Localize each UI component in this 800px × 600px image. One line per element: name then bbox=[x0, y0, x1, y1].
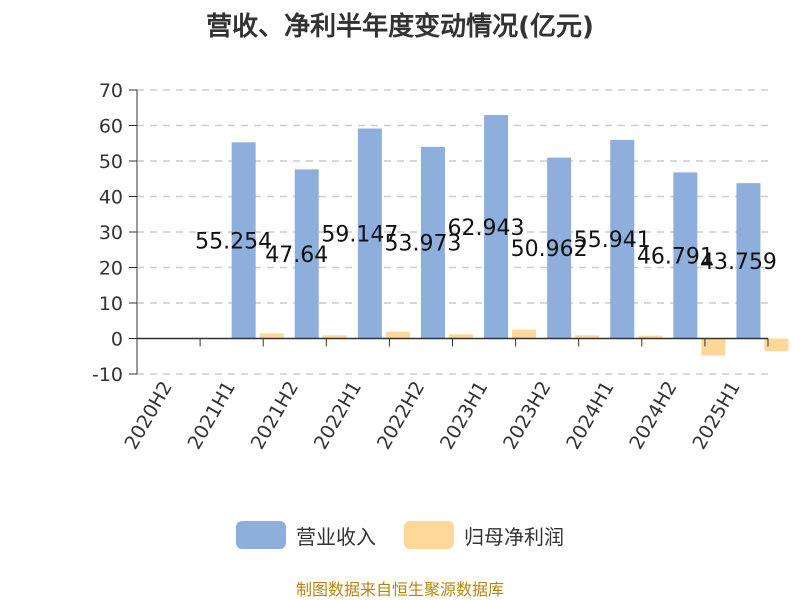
legend-swatch-net-profit bbox=[404, 521, 454, 549]
y-tick-label: 10 bbox=[99, 293, 123, 315]
chart-title: 营收、净利半年度变动情况(亿元) bbox=[206, 12, 594, 42]
revenue-data-label: 53.973 bbox=[384, 232, 461, 257]
revenue-bar bbox=[484, 115, 509, 339]
x-tick-label: 2021H2 bbox=[247, 378, 303, 454]
revenue-bar bbox=[610, 139, 635, 339]
net-profit-bar bbox=[764, 338, 789, 352]
net-profit-bar bbox=[575, 335, 600, 339]
y-tick-label: 0 bbox=[111, 329, 123, 351]
net-profit-bar bbox=[448, 334, 473, 339]
revenue-data-label: 55.941 bbox=[574, 228, 651, 253]
legend-label-net-profit: 归母净利润 bbox=[464, 524, 564, 549]
revenue-bar bbox=[673, 172, 698, 339]
source-note: 制图数据来自恒生聚源数据库 bbox=[295, 580, 504, 599]
x-tick-label: 2021H1 bbox=[184, 378, 240, 454]
revenue-bar bbox=[231, 142, 256, 339]
revenue-data-label: 62.943 bbox=[448, 216, 525, 241]
net-profit-bar bbox=[259, 333, 284, 339]
y-tick-label: 30 bbox=[99, 222, 123, 244]
legend-swatch-revenue bbox=[236, 521, 286, 549]
revenue-bar bbox=[357, 128, 382, 339]
y-tick-label: -10 bbox=[92, 364, 123, 386]
x-tick-label: 2023H1 bbox=[436, 378, 492, 454]
x-tick-label: 2022H2 bbox=[373, 378, 429, 454]
revenue-bar bbox=[736, 183, 761, 339]
x-tick-label: 2022H1 bbox=[310, 378, 366, 454]
net-profit-bar bbox=[385, 331, 410, 339]
legend: 营业收入 归母净利润 bbox=[0, 518, 800, 552]
x-tick-label: 2023H2 bbox=[499, 378, 555, 454]
revenue-data-label: 47.64 bbox=[265, 243, 328, 268]
bars bbox=[231, 115, 789, 356]
legend-label-revenue: 营业收入 bbox=[296, 524, 376, 549]
revenue-bar bbox=[547, 157, 572, 339]
y-tick-label: 50 bbox=[99, 151, 123, 173]
net-profit-bar bbox=[638, 335, 663, 339]
net-profit-bar bbox=[512, 329, 537, 339]
revenue-data-label: 55.254 bbox=[195, 229, 272, 254]
data-labels: 55.25447.6459.14753.97362.94350.96255.94… bbox=[195, 216, 777, 275]
x-tick-label: 2024H1 bbox=[562, 378, 618, 454]
y-tick-label: 20 bbox=[99, 258, 123, 280]
x-tick-label: 2024H2 bbox=[625, 378, 681, 454]
revenue-data-label: 50.962 bbox=[511, 237, 588, 262]
revenue-data-label: 43.759 bbox=[700, 250, 777, 275]
y-tick-label: 40 bbox=[99, 187, 123, 209]
x-tick-label: 2025H1 bbox=[688, 378, 744, 454]
revenue-bar bbox=[420, 146, 445, 339]
revenue-data-label: 46.791 bbox=[637, 244, 714, 269]
legend-item-revenue[interactable]: 营业收入 bbox=[236, 521, 376, 550]
net-profit-bar bbox=[322, 335, 347, 339]
x-tick-label: 2020H2 bbox=[120, 378, 176, 454]
net-profit-bar bbox=[701, 338, 726, 356]
y-tick-label: 60 bbox=[99, 116, 123, 138]
revenue-data-label: 59.147 bbox=[321, 223, 398, 248]
y-tick-label: 70 bbox=[99, 80, 123, 102]
legend-item-net-profit[interactable]: 归母净利润 bbox=[404, 521, 564, 550]
revenue-bar bbox=[294, 169, 319, 339]
